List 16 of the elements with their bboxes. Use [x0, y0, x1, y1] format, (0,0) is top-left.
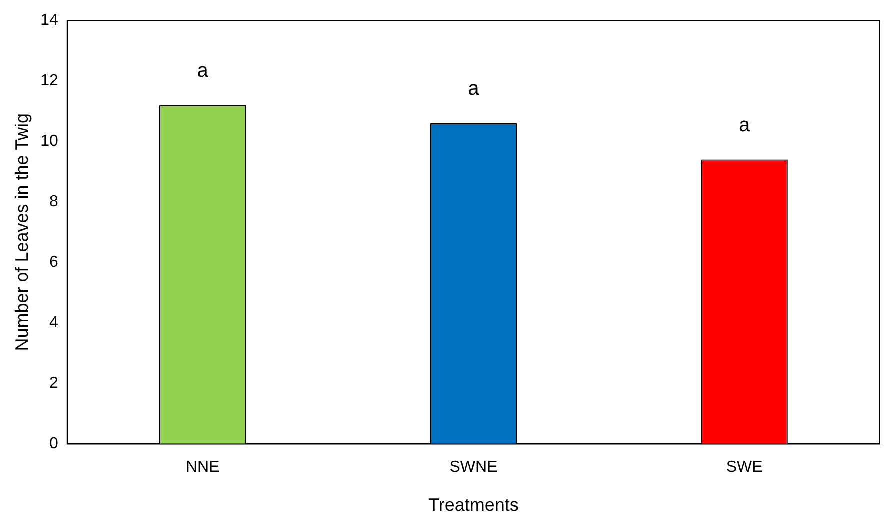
annotation: a: [468, 78, 480, 100]
annotation: a: [197, 60, 210, 82]
x-tick-label: NNE: [186, 459, 220, 476]
y-axis-title: Number of Leaves in the Twig: [12, 114, 32, 352]
y-tick-label: 4: [49, 314, 58, 332]
x-tick-label: SWNE: [450, 459, 498, 476]
y-tick-label: 10: [40, 133, 58, 150]
y-tick-label: 0: [49, 436, 58, 453]
y-tick-label: 6: [49, 254, 58, 272]
y-tick-label: 14: [40, 12, 58, 30]
x-axis-title: Treatments: [428, 495, 519, 516]
y-tick-label: 8: [49, 194, 58, 211]
annotation: a: [739, 114, 752, 136]
y-tick-label: 2: [49, 375, 58, 392]
y-tick-label: 12: [40, 72, 58, 90]
x-tick-label: SWE: [726, 459, 763, 476]
